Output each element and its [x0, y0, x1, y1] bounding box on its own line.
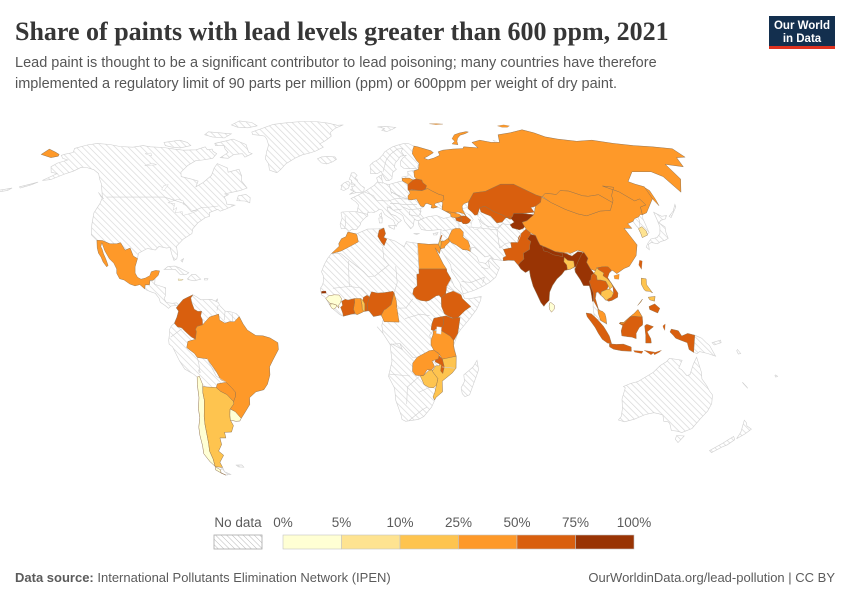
svg-text:75%: 75% — [562, 515, 589, 530]
svg-text:25%: 25% — [445, 515, 472, 530]
svg-text:5%: 5% — [332, 515, 352, 530]
svg-text:50%: 50% — [503, 515, 530, 530]
svg-text:10%: 10% — [386, 515, 413, 530]
svg-text:No data: No data — [214, 515, 262, 530]
svg-text:0%: 0% — [273, 515, 293, 530]
svg-text:100%: 100% — [617, 515, 652, 530]
